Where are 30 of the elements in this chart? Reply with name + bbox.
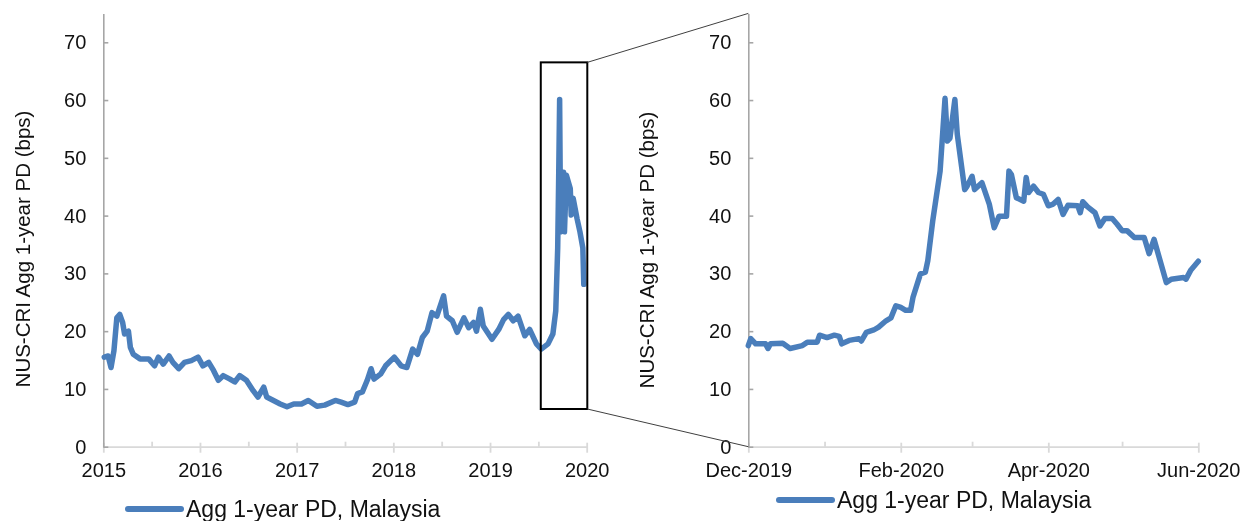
y-tick-label: 0 xyxy=(720,435,732,458)
x-tick-label: 2016 xyxy=(178,458,223,481)
y-tick-label: 10 xyxy=(709,377,732,400)
y-tick-label: 20 xyxy=(64,320,87,343)
y-tick-label: 0 xyxy=(75,435,87,458)
legend-label: Agg 1-year PD, Malaysia xyxy=(186,496,441,521)
y-tick-label: 70 xyxy=(64,31,87,54)
x-tick-label: 2017 xyxy=(274,458,320,481)
y-tick-label: 60 xyxy=(709,88,732,111)
x-tick-label: 2019 xyxy=(468,458,513,481)
x-tick-label: 2020 xyxy=(564,458,610,481)
y-tick-label: 70 xyxy=(709,31,732,54)
y-tick-label: 30 xyxy=(709,262,732,285)
y-tick-label: 50 xyxy=(709,146,732,169)
x-tick-label: Jun-2020 xyxy=(1157,458,1241,481)
y-tick-label: 30 xyxy=(64,262,87,285)
y-tick-label: 50 xyxy=(64,146,87,169)
x-tick-label: Apr-2020 xyxy=(1007,458,1090,481)
y-tick-label: 10 xyxy=(64,377,87,400)
y-tick-label: 40 xyxy=(64,204,87,227)
x-tick-label: Feb-2020 xyxy=(858,458,945,481)
y-tick-label: 40 xyxy=(709,204,732,227)
x-tick-label: Dec-2019 xyxy=(705,458,793,481)
y-axis-title: NUS-CRI Agg 1-year PD (bps) xyxy=(10,110,34,388)
x-tick-label: 2018 xyxy=(371,458,417,481)
y-tick-label: 60 xyxy=(64,88,87,111)
y-tick-label: 20 xyxy=(709,320,732,343)
y-axis-title: NUS-CRI Agg 1-year PD (bps) xyxy=(634,111,658,389)
legend-label: Agg 1-year PD, Malaysia xyxy=(837,487,1092,513)
x-tick-label: 2015 xyxy=(81,458,127,481)
